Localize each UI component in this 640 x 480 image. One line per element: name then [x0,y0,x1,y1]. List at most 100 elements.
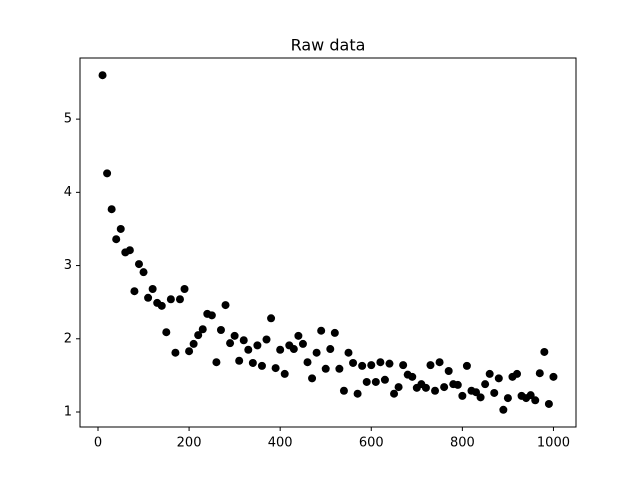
point [125,246,134,255]
point [180,284,189,293]
point [485,369,494,378]
point [544,399,553,408]
x-tick-label: 800 [450,436,475,451]
point [144,293,153,302]
point [349,358,358,367]
point [189,339,198,348]
point [344,348,353,357]
point [494,374,503,383]
point [303,358,312,367]
point [248,358,257,367]
point [171,348,180,357]
point [453,380,462,389]
point [358,361,367,370]
point [458,391,467,400]
point [294,331,303,340]
chart-title: Raw data [291,36,366,55]
point [431,386,440,395]
point [298,339,307,348]
x-tick-label: 0 [94,436,102,451]
point [490,388,499,397]
point [335,364,344,373]
point [472,388,481,397]
point [376,358,385,367]
point [262,335,271,344]
point [198,325,207,334]
point [103,169,112,178]
point [440,383,449,392]
point [399,361,408,370]
point [353,389,362,398]
point [230,331,239,340]
point [175,295,184,304]
point [280,369,289,378]
point [166,295,175,304]
point [207,311,216,320]
point [326,345,335,354]
point [253,341,262,350]
point [212,358,221,367]
point [380,375,389,384]
x-tick-label: 1000 [537,436,570,451]
point [321,364,330,373]
point [221,301,230,310]
point [216,325,225,334]
point [535,369,544,378]
point [139,268,148,277]
y-tick-label: 2 [64,331,72,346]
point [98,71,107,80]
point [244,345,253,354]
point [257,361,266,370]
point [330,328,339,337]
x-tick-label: 400 [268,436,293,451]
point [385,359,394,368]
point [367,361,376,370]
point [531,396,540,405]
point [390,389,399,398]
point [371,377,380,386]
point [362,377,371,386]
point [276,345,285,354]
point [476,393,485,402]
y-tick-label: 4 [64,185,72,200]
point [107,205,116,214]
point [503,394,512,403]
point [499,405,508,414]
point [116,224,125,233]
point [421,383,430,392]
point [194,331,203,340]
y-tick-label: 1 [64,404,72,419]
point [426,361,435,370]
x-tick-label: 200 [177,436,202,451]
point [435,358,444,367]
y-tick-label: 5 [64,112,72,127]
point [312,348,321,357]
point [157,301,166,310]
point [289,345,298,354]
point [444,366,453,375]
point [226,339,235,348]
y-tick-label: 3 [64,258,72,273]
point [112,235,121,244]
point [317,326,326,335]
point [271,364,280,373]
point [308,374,317,383]
point [462,361,471,370]
point [481,380,490,389]
point [526,391,535,400]
point [185,347,194,356]
point [549,372,558,381]
point [408,372,417,381]
point [513,369,522,378]
point [148,284,157,293]
point [540,347,549,356]
point [235,356,244,365]
point [130,287,139,296]
point [162,328,171,337]
axes-frame [79,57,577,428]
point [267,314,276,323]
point [394,383,403,392]
x-tick-label: 600 [359,436,384,451]
